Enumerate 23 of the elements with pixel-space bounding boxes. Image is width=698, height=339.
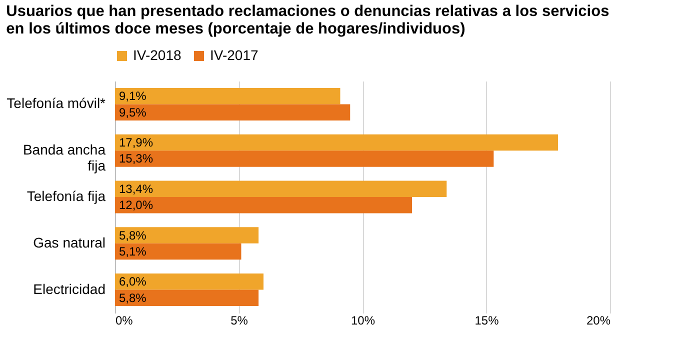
data-label: 9,5%: [119, 105, 147, 120]
x-tick-label: 0%: [116, 314, 134, 328]
data-label: 15,3%: [119, 152, 154, 166]
legend-label: IV-2018: [133, 47, 182, 63]
data-label: 5,1%: [119, 244, 147, 259]
x-tick-label: 10%: [350, 314, 376, 328]
data-label: 6,0%: [119, 274, 147, 289]
data-label: 12,0%: [119, 198, 154, 212]
chart-title: Usuarios que han presentado reclamaciones o denuncias relativas a los servicios en los últimos doce meses (porcentaje de hogares/individuos): [6, 3, 610, 38]
y-tick-label: Electricidad: [33, 280, 106, 297]
legend-label: IV-2017: [210, 47, 258, 63]
data-label: 5,8%: [119, 290, 147, 305]
data-label: 17,9%: [119, 135, 154, 150]
y-tick-label: Gas natural: [33, 234, 106, 250]
data-label: 5,8%: [119, 228, 147, 242]
x-tick-label: 5%: [230, 314, 248, 328]
data-label: 9,1%: [119, 89, 147, 104]
y-tick-label: Banda ancha fija: [22, 142, 106, 174]
y-tick-label: Telefonía fija: [26, 188, 106, 204]
y-tick-label: Telefonía móvil*: [6, 95, 106, 112]
data-label: 13,4%: [119, 182, 154, 196]
x-tick-label: 15%: [474, 314, 500, 328]
x-tick-label: 20%: [586, 314, 611, 328]
